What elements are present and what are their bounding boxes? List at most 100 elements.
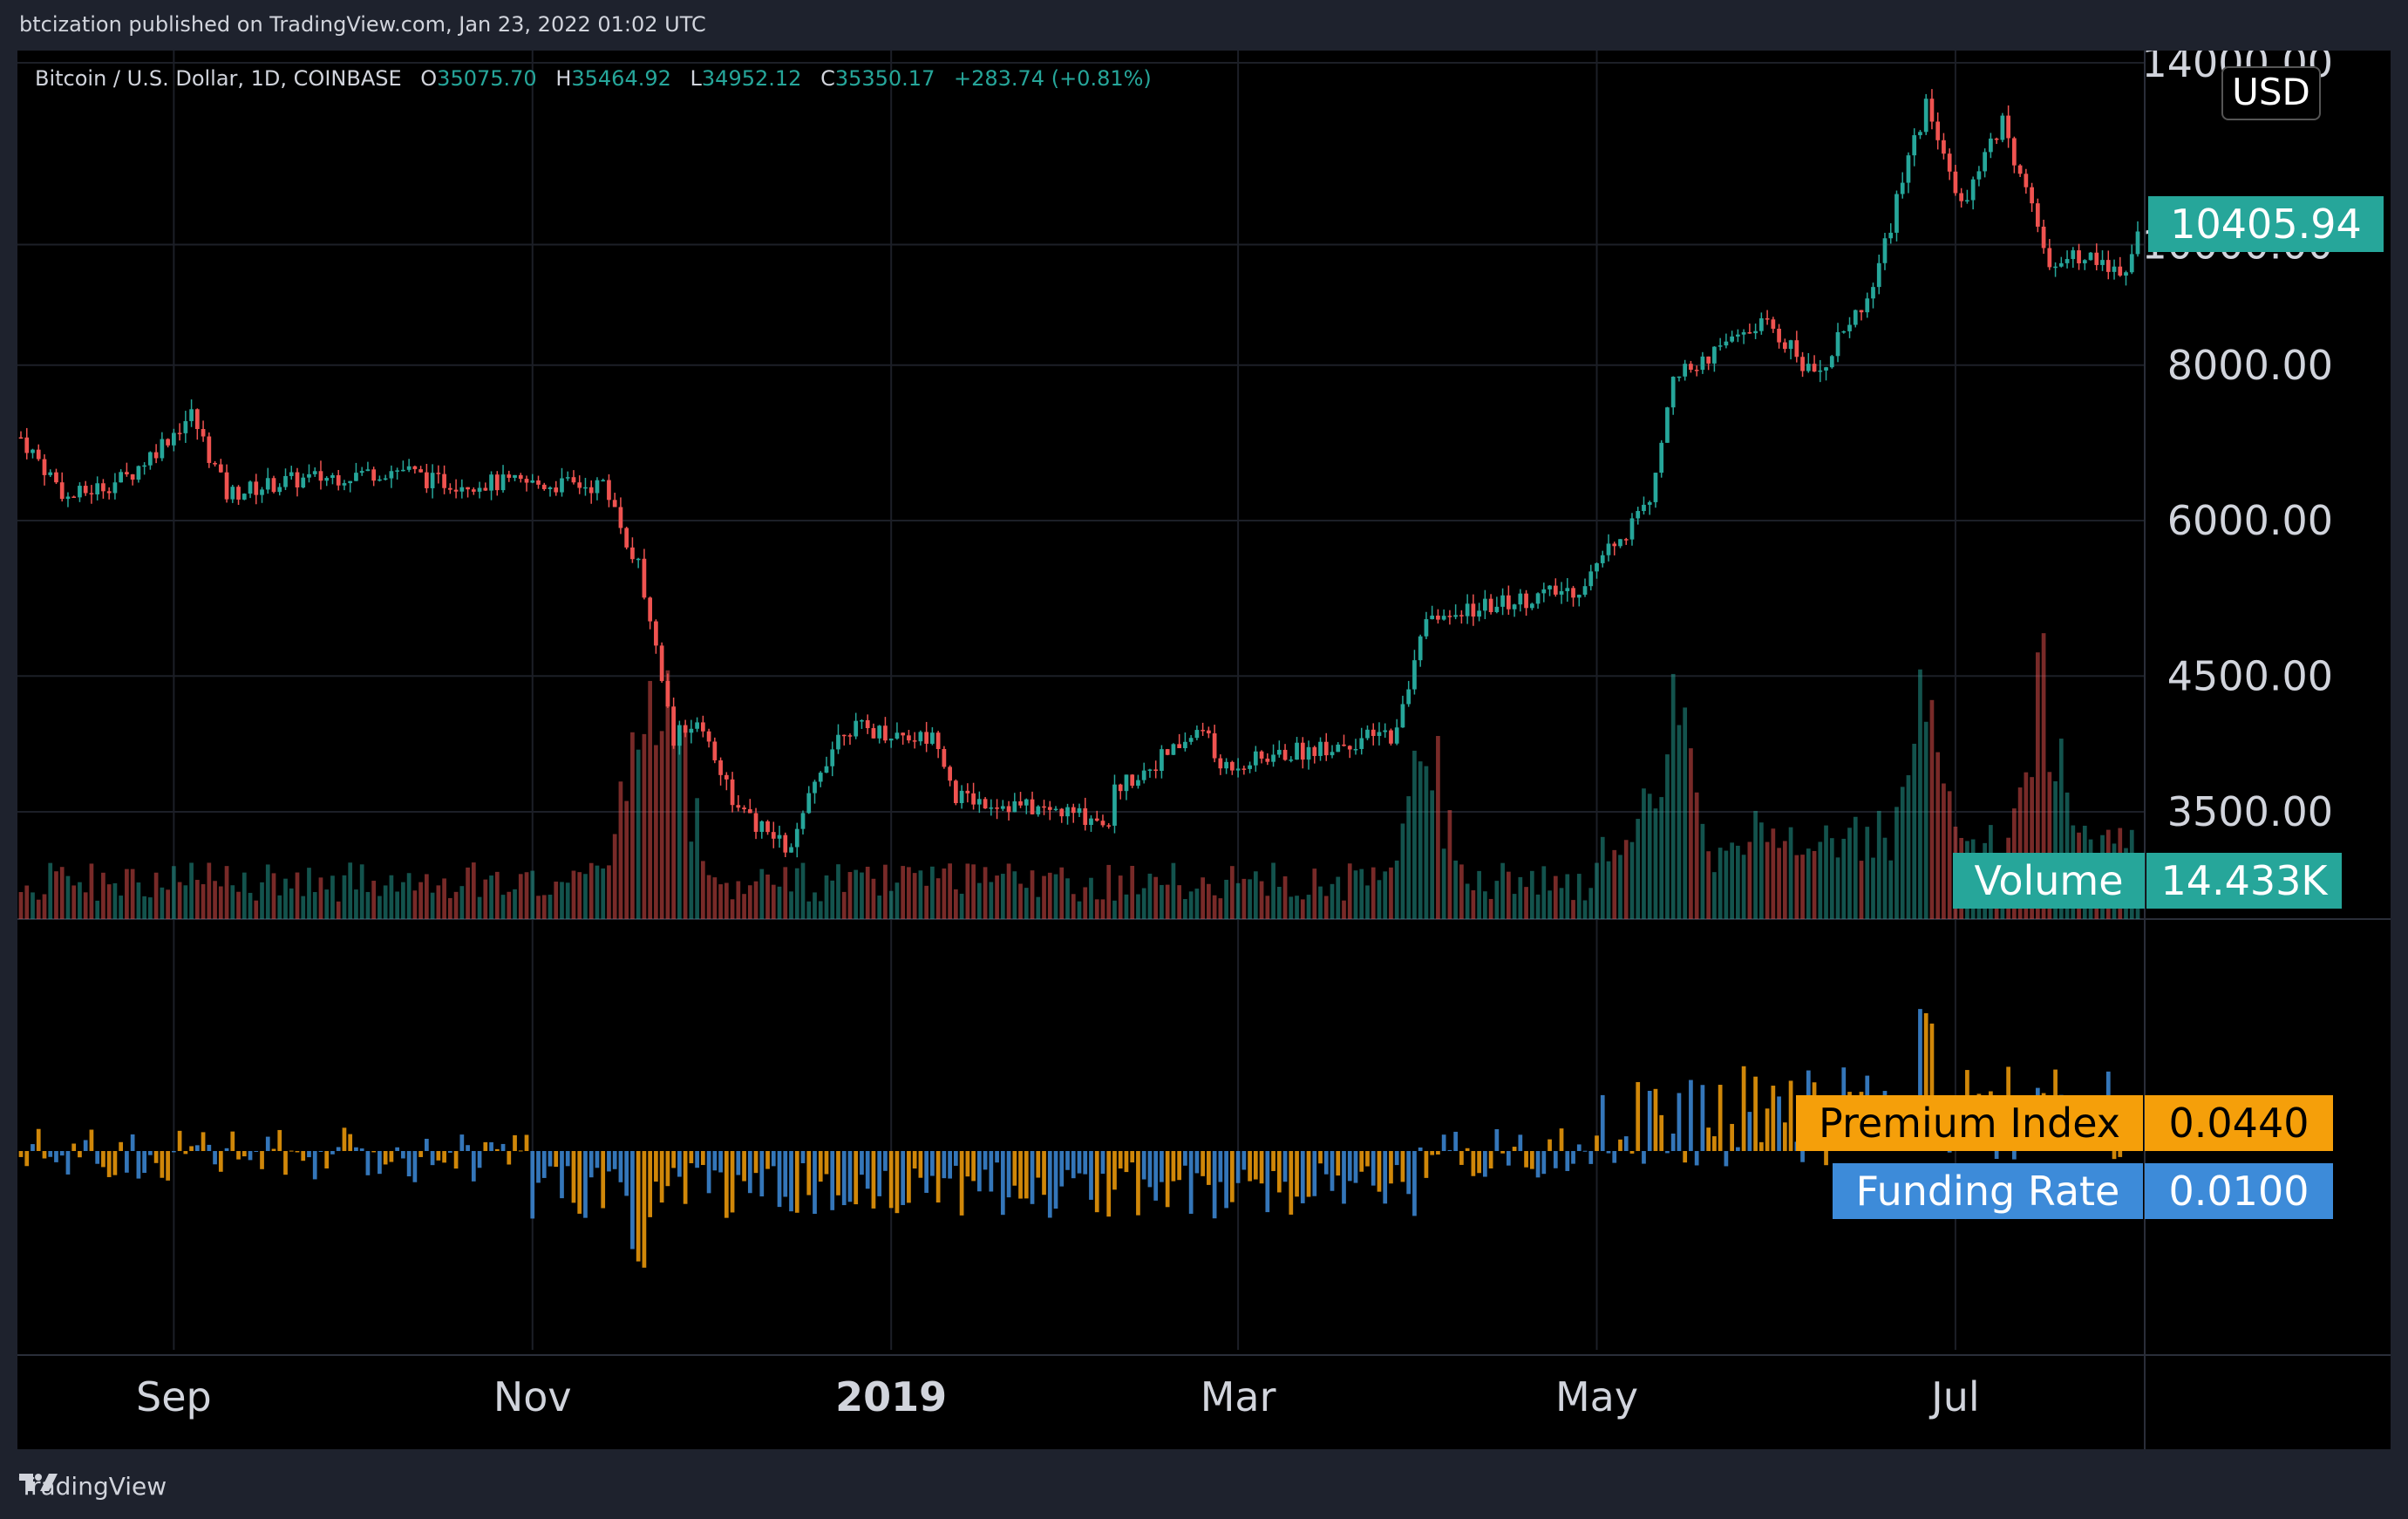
funding-bar [260, 1151, 264, 1169]
candle-body [1207, 730, 1211, 733]
funding-bar [489, 1141, 493, 1151]
candle-body [2024, 174, 2029, 187]
volume-bar [1336, 876, 1341, 919]
candle-body [1618, 539, 1622, 547]
funding-bar [1629, 1151, 1635, 1154]
candle-body [1276, 749, 1282, 755]
funding-bar [401, 1151, 405, 1159]
funding-bar [1430, 1151, 1435, 1155]
volume-bar [1888, 860, 1894, 919]
candle-body [1400, 704, 1405, 728]
candle-body [295, 472, 300, 487]
candle-body [689, 728, 694, 733]
volume-bar [1565, 874, 1570, 919]
funding-bar [106, 1151, 112, 1177]
volume-bar [1347, 863, 1352, 919]
candle-body [659, 645, 664, 681]
volume-bar [777, 886, 782, 919]
funding-bar [877, 1151, 882, 1196]
volume-bar [883, 864, 888, 919]
candle-body [683, 725, 688, 733]
volume-bar [1730, 842, 1734, 919]
funding-bar [1700, 1085, 1705, 1151]
candle-body [2094, 252, 2099, 265]
funding-bar [724, 1151, 729, 1218]
funding-bar [383, 1151, 388, 1165]
candle-body [1042, 806, 1046, 808]
funding-bar [765, 1151, 770, 1169]
funding-bar [119, 1141, 124, 1151]
volume-bar [1160, 884, 1164, 919]
candle-body [95, 483, 100, 495]
funding-bar [112, 1151, 118, 1175]
candle-body [1300, 742, 1305, 760]
volume-bar [171, 866, 176, 919]
volume-bar [1942, 783, 1946, 919]
candle-body [112, 482, 118, 494]
funding-bar [654, 1151, 658, 1182]
low-label: L [690, 66, 702, 91]
candle-body [500, 474, 506, 491]
candle-body [1483, 598, 1487, 611]
candle-body [1524, 593, 1528, 609]
candle-body [354, 473, 358, 481]
volume-bar [1053, 874, 1058, 919]
volume-bar [524, 872, 529, 919]
volume-bar [295, 872, 300, 919]
candle-body [1488, 598, 1493, 612]
funding-bar [1371, 1151, 1376, 1186]
volume-bar [1259, 881, 1264, 919]
funding-bar [1282, 1151, 1288, 1182]
funding-bar [560, 1151, 564, 1199]
candle-body [271, 478, 276, 493]
chart-area[interactable]: 14000.0010000.008000.006000.004500.00350… [17, 51, 2391, 1449]
volume-bar [1636, 819, 1641, 919]
volume-bar [42, 894, 47, 919]
volume-bar [183, 885, 188, 919]
candle-body [1253, 751, 1258, 766]
funding-bar [466, 1145, 470, 1151]
volume-bar [218, 886, 223, 919]
volume-bar [389, 875, 394, 919]
funding-bar [1612, 1151, 1617, 1163]
candle-body [1794, 340, 1799, 358]
candle-body [1806, 364, 1811, 371]
volume-bar [948, 863, 952, 919]
candle-body [847, 735, 853, 737]
funding-bar [1694, 1151, 1699, 1166]
volume-bar [483, 879, 488, 919]
candle-body [742, 807, 746, 810]
price-chart[interactable]: 14000.0010000.008000.006000.004500.00350… [17, 51, 2391, 1449]
candle-body [565, 477, 570, 479]
funding-bar [671, 1151, 676, 1168]
funding-bar [1100, 1151, 1105, 1175]
currency-unit-button[interactable]: USD [2221, 66, 2321, 120]
volume-bar [418, 882, 423, 919]
funding-bar [1576, 1144, 1582, 1151]
funding-bar [1323, 1151, 1329, 1175]
volume-bar [1006, 863, 1011, 919]
funding-bar [207, 1144, 212, 1151]
funding-bar [1518, 1134, 1523, 1151]
funding-bar [1541, 1151, 1547, 1175]
funding-bar [54, 1151, 58, 1162]
volume-bar [1871, 857, 1875, 919]
funding-bar [494, 1148, 500, 1151]
volume-bar [536, 896, 541, 919]
candle-body [106, 491, 112, 494]
funding-bar [230, 1131, 235, 1151]
funding-bar [24, 1151, 30, 1167]
candle-body [59, 482, 65, 500]
funding-bar [1271, 1151, 1275, 1171]
funding-bar [194, 1145, 200, 1151]
funding-bar [1741, 1066, 1746, 1151]
volume-bar [1923, 721, 1928, 919]
candle-body [1888, 232, 1894, 239]
candle-body [577, 482, 582, 488]
candle-body [995, 807, 999, 809]
candle-body [2088, 252, 2093, 261]
volume-bar [971, 864, 976, 919]
funding-bar [1229, 1151, 1235, 1202]
candle-body [307, 473, 311, 478]
funding-bar [1377, 1151, 1382, 1192]
